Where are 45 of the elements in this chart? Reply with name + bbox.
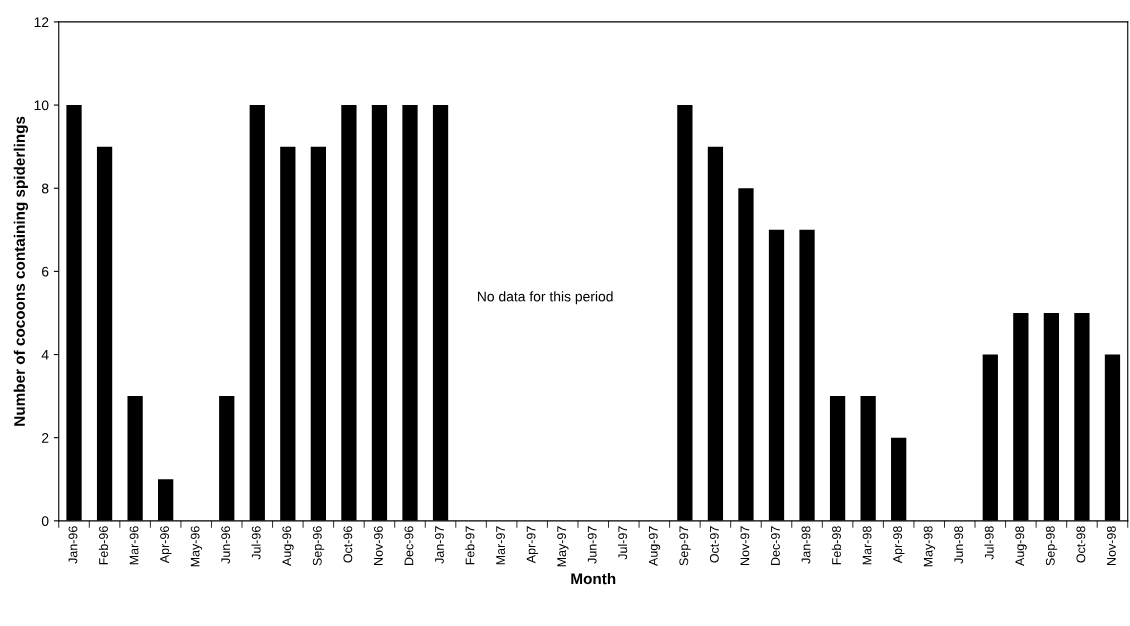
x-tick-label: Aug-98: [1015, 526, 1027, 566]
x-tick-label: Mar-97: [496, 526, 505, 565]
x-tick-label: Oct-96: [343, 526, 353, 563]
x-tick-label: Dec-97: [771, 526, 780, 565]
x-tick-label: Mar-96: [129, 526, 139, 565]
x-tick-label: Nov-96: [373, 526, 383, 565]
x-tick-label: Dec-96: [404, 526, 414, 565]
x-tick-label: Feb-96: [98, 526, 108, 565]
x-tick-label: Feb-98: [831, 526, 841, 565]
x-tick-label: Feb-97: [465, 526, 475, 565]
x-tick-label: Mar-98: [862, 526, 872, 565]
y-axis-title: Number of cocoons containing spiderlings: [13, 116, 29, 426]
x-tick-label: Aug-96: [282, 526, 294, 566]
x-tick-label: Jan-98: [801, 526, 811, 564]
y-tick-label: 4: [41, 350, 49, 360]
x-tick-label: May-96: [190, 526, 203, 567]
x-tick-label: Jun-98: [954, 526, 964, 564]
y-tick-label: 10: [34, 100, 49, 111]
x-tick-label: Sep-98: [1045, 526, 1058, 566]
x-tick-label: Oct-97: [709, 526, 719, 563]
x-tick-label: Sep-97: [679, 526, 691, 566]
x-tick-label: Jul-96: [251, 526, 261, 560]
x-tick-label: Jul-98: [984, 526, 994, 560]
x-tick-label: Jun-96: [221, 526, 231, 564]
x-tick-label: Nov-98: [1106, 526, 1116, 565]
y-tick-label: 2: [42, 433, 49, 443]
x-tick-label: Apr-97: [526, 526, 538, 564]
x-tick-label: Sep-96: [312, 526, 325, 566]
x-tick-label: Nov-97: [740, 526, 750, 565]
x-tick-label: Jul-97: [617, 526, 628, 560]
y-tick-label: 6: [42, 266, 49, 277]
x-tick-label: Jun-97: [587, 526, 597, 564]
x-tick-label: May-97: [557, 526, 569, 567]
x-tick-label: Jan-97: [435, 526, 444, 564]
x-tick-label: Apr-96: [160, 526, 172, 564]
x-tick-label: Jan-96: [68, 526, 78, 564]
x-tick-label: May-98: [923, 526, 936, 567]
x-tick-label: Aug-97: [648, 526, 661, 566]
x-tick-label: Apr-98: [893, 526, 905, 564]
annotation: No data for this period: [477, 291, 613, 305]
y-tick-label: 8: [41, 183, 49, 194]
y-tick-label: 0: [41, 516, 49, 526]
y-tick-label: 12: [34, 17, 49, 27]
x-tick-label: Oct-98: [1076, 526, 1086, 563]
x-axis-title: Month: [571, 572, 616, 585]
